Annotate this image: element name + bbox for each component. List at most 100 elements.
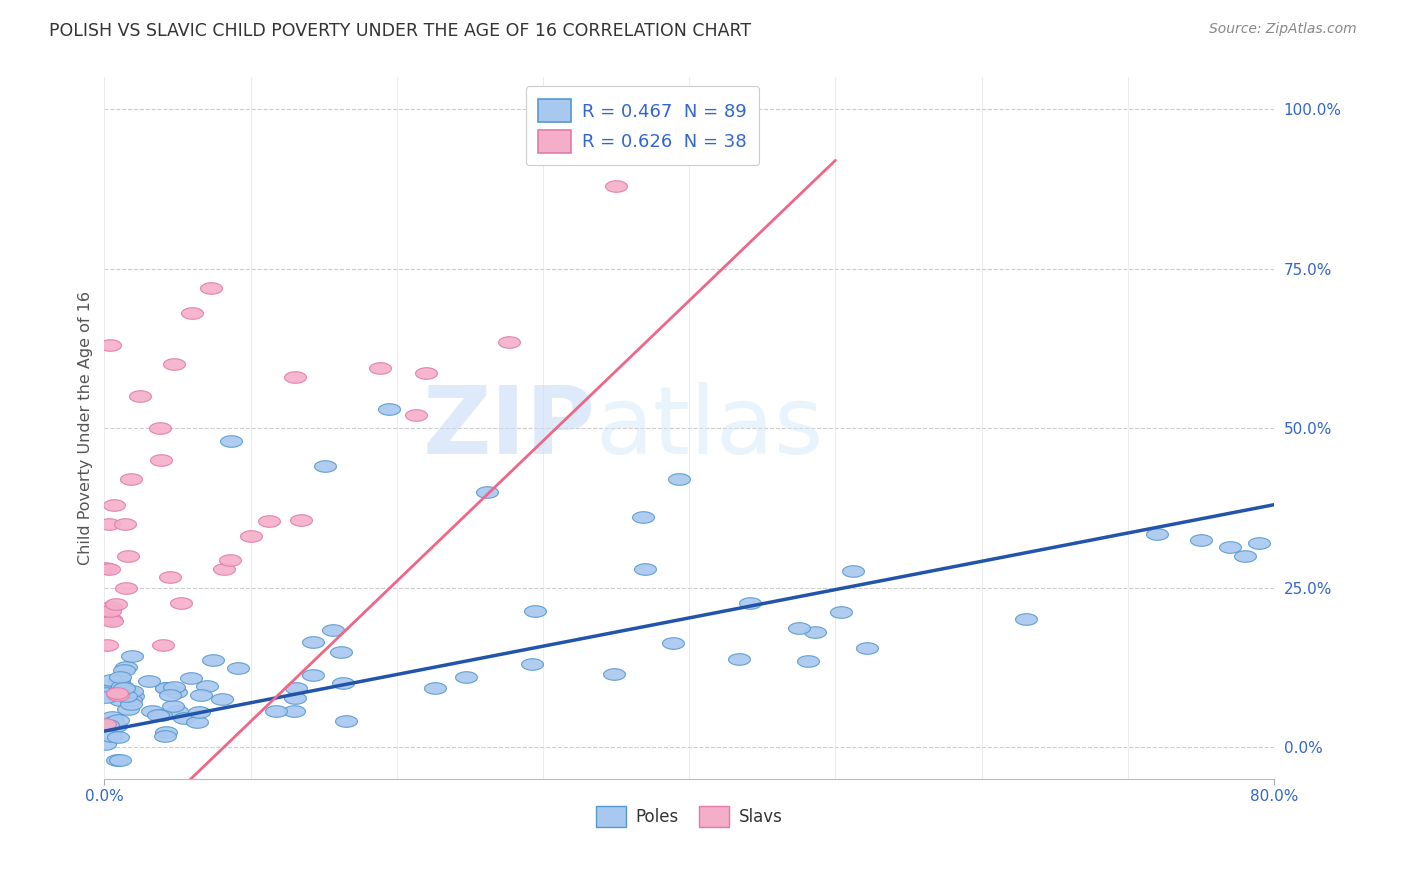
Point [195,679,218,693]
Point [186,714,208,729]
Point [202,653,225,667]
Point [668,472,690,486]
Text: Source: ZipAtlas.com: Source: ZipAtlas.com [1209,22,1357,37]
Point [842,565,865,579]
Point [170,596,193,610]
Point [284,691,307,706]
Text: POLISH VS SLAVIC CHILD POVERTY UNDER THE AGE OF 16 CORRELATION CHART: POLISH VS SLAVIC CHILD POVERTY UNDER THE… [49,22,751,40]
Point [212,562,235,576]
Point [110,753,132,767]
Point [94,737,117,751]
Point [284,370,307,384]
Point [1233,549,1256,563]
Point [108,670,131,684]
Point [302,668,325,682]
Point [162,699,184,714]
Point [103,498,125,512]
Point [830,605,852,619]
Point [152,638,174,652]
Point [257,514,280,528]
Point [97,562,120,576]
Point [100,599,122,614]
Point [523,604,546,618]
Point [603,667,626,681]
Point [264,704,287,718]
Point [370,361,392,376]
Point [101,710,124,724]
Point [107,730,129,744]
Point [165,685,187,699]
Point [107,689,129,703]
Point [200,281,222,295]
Point [100,729,122,743]
Point [1189,533,1212,548]
Point [114,516,136,531]
Point [120,693,142,707]
Point [138,673,160,688]
Point [634,562,657,576]
Point [120,697,142,711]
Point [330,645,353,659]
Point [149,421,172,435]
Point [141,705,163,719]
Point [112,681,135,696]
Point [219,434,242,448]
Point [1146,526,1168,541]
Point [117,701,139,715]
Text: atlas: atlas [596,382,824,475]
Point [159,688,181,702]
Point [159,570,181,584]
Point [96,638,118,652]
Point [1014,612,1036,626]
Point [149,453,172,467]
Point [104,597,127,611]
Point [283,704,305,718]
Point [314,459,336,474]
Point [115,682,138,697]
Point [108,693,131,707]
Point [101,714,124,729]
Point [415,366,437,380]
Point [150,707,173,722]
Point [498,334,520,349]
Point [335,714,357,729]
Point [454,670,477,684]
Point [180,671,202,685]
Point [100,612,122,626]
Point [94,561,117,575]
Point [662,635,685,649]
Point [155,724,177,739]
Point [108,683,131,698]
Point [128,389,150,403]
Point [211,691,233,706]
Point [797,654,820,668]
Point [163,358,186,372]
Point [111,679,134,693]
Point [100,673,122,687]
Point [1249,536,1271,550]
Point [105,753,128,767]
Point [728,651,751,665]
Point [322,624,344,638]
Point [290,513,312,527]
Point [146,708,169,723]
Point [96,690,118,704]
Point [96,686,118,700]
Point [108,673,131,688]
Point [738,596,761,610]
Point [187,705,209,719]
Point [522,657,544,671]
Point [114,660,136,674]
Point [100,615,122,629]
Point [153,729,176,743]
Point [114,581,136,595]
Point [155,681,177,696]
Point [332,676,354,690]
Point [787,620,810,634]
Point [173,711,195,725]
Point [112,663,135,677]
Point [96,684,118,698]
Point [97,718,120,732]
Point [856,640,879,655]
Point [115,690,138,704]
